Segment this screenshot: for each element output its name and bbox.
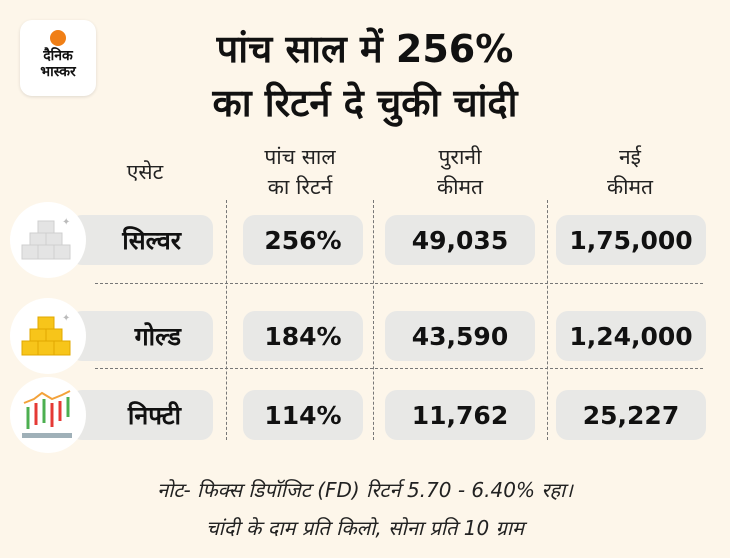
dainik-bhaskar-logo: दैनिक भास्कर <box>20 20 96 96</box>
header-new-price: नई कीमत <box>606 145 654 199</box>
asset-name: गोल्ड <box>134 322 181 351</box>
title-line-2: का रिटर्न दे चुकी चांदी <box>212 81 518 125</box>
page-title: पांच साल में 256% का रिटर्न दे चुकी चांद… <box>120 22 610 130</box>
asset-cell: गोल्ड <box>70 311 213 361</box>
header-old-price: पुरानी कीमत <box>436 145 484 199</box>
old-price-cell: 11,762 <box>385 390 535 440</box>
column-divider <box>226 200 227 440</box>
row-divider <box>95 368 703 369</box>
new-price-cell: 1,75,000 <box>556 215 706 265</box>
old-price-cell: 49,035 <box>385 215 535 265</box>
asset-cell: सिल्वर <box>70 215 213 265</box>
column-divider <box>547 200 548 440</box>
asset-cell: निफ्टी <box>70 390 213 440</box>
note-fd: नोट- फिक्स डिपॉजिट (FD) रिटर्न 5.70 - 6.… <box>157 478 573 502</box>
logo-text-1: दैनिक <box>43 48 73 64</box>
new-price-cell: 25,227 <box>556 390 706 440</box>
asset-name: सिल्वर <box>122 226 181 255</box>
return-cell: 114% <box>243 390 363 440</box>
svg-text:✦: ✦ <box>62 217 70 228</box>
note-units: चांदी के दाम प्रति किलो, सोना प्रति 10 ग… <box>205 516 525 540</box>
title-line-1: पांच साल में 256% <box>216 27 514 71</box>
logo-text-2: भास्कर <box>40 64 76 80</box>
candlestick-chart-icon <box>10 377 86 453</box>
sun-icon <box>50 30 66 46</box>
header-return: पांच साल का रिटर्न <box>264 145 336 199</box>
row-divider <box>95 283 703 284</box>
asset-name: निफ्टी <box>127 401 181 430</box>
old-price-cell: 43,590 <box>385 311 535 361</box>
gold-bars-icon: ✦ <box>10 298 86 374</box>
svg-text:✦: ✦ <box>62 313 70 324</box>
return-cell: 184% <box>243 311 363 361</box>
new-price-cell: 1,24,000 <box>556 311 706 361</box>
header-asset: एसेट <box>126 160 164 184</box>
silver-bars-icon: ✦ <box>10 202 86 278</box>
column-divider <box>373 200 374 440</box>
return-cell: 256% <box>243 215 363 265</box>
